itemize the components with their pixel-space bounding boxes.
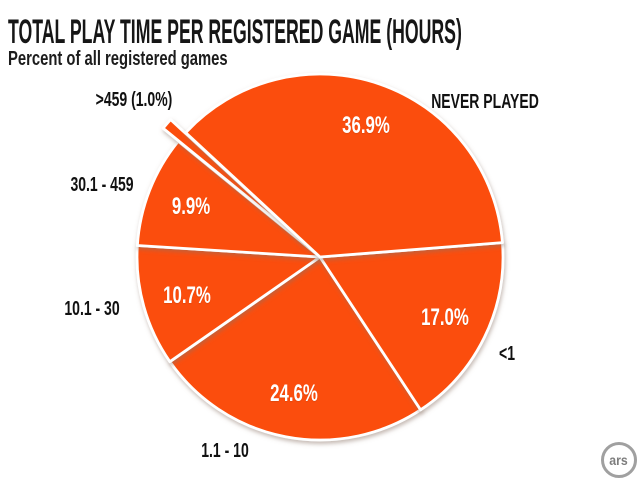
pie-slice-lt1 (318, 241, 505, 412)
slice-label-1.1-10: 1.1 - 10 (201, 440, 249, 462)
slice-percent-10.1-30: 10.7% (163, 282, 211, 309)
pie-slice-30.1-459 (135, 139, 322, 259)
slice-label-never-played: NEVER PLAYED (431, 91, 539, 113)
slice-label-30.1-459: 30.1 - 459 (70, 174, 134, 196)
slice-label-10.1-30: 10.1 - 30 (64, 298, 120, 320)
chart-title: TOTAL PLAY TIME PER REGISTERED GAME (HOU… (8, 13, 462, 51)
pie-slices-group (135, 72, 505, 442)
slice-label-gt459: >459 (1.0%) (95, 89, 173, 111)
slice-percent-30.1-459: 9.9% (171, 193, 211, 220)
ars-logo: ars (601, 442, 637, 478)
pie-slice-never-played (184, 72, 504, 259)
ars-logo-text: ars (609, 452, 629, 468)
pie-slice-gt459 (161, 118, 307, 246)
slice-percent-never-played: 36.9% (342, 112, 390, 139)
pie-slice-10.1-30 (135, 244, 322, 364)
slice-percent-lt1: 17.0% (421, 304, 469, 331)
slice-label-lt1: <1 (499, 343, 515, 365)
pie-slice-1.1-10 (168, 255, 423, 442)
chart-subtitle: Percent of all registered games (8, 48, 228, 70)
slice-percent-1.1-10: 24.6% (270, 380, 318, 407)
